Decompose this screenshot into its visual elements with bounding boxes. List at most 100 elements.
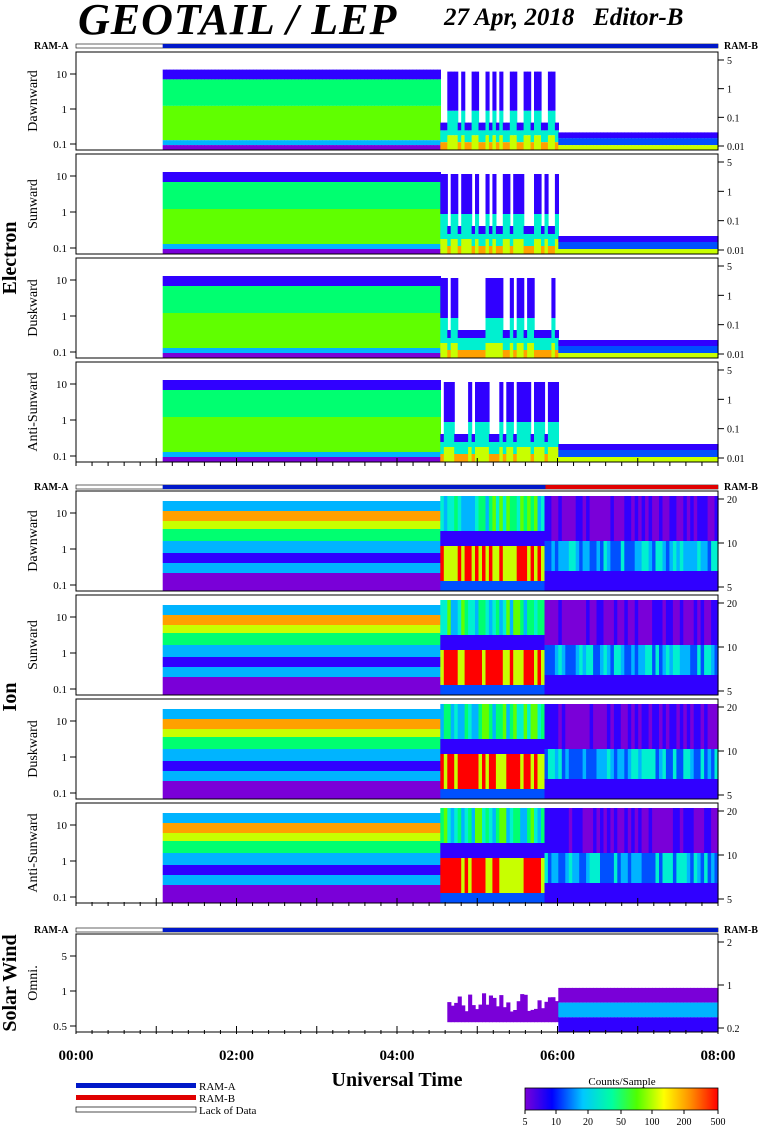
left-tick-label: 0.1 bbox=[53, 788, 67, 800]
left-tick-label: 1 bbox=[62, 544, 68, 556]
status-bar-ram-a bbox=[162, 485, 719, 489]
right-tick-label: 5 bbox=[727, 687, 732, 698]
left-tick-label: 1 bbox=[62, 311, 68, 323]
chart-title: GEOTAIL / LEP bbox=[78, 0, 398, 44]
right-tick-label: 5 bbox=[727, 158, 732, 169]
colorbar-tick-label: 5 bbox=[523, 1117, 528, 1128]
spectrogram-panel bbox=[162, 380, 719, 462]
right-tick-label: 20 bbox=[727, 807, 737, 818]
panel-frame bbox=[75, 698, 719, 800]
left-tick-label: 1 bbox=[62, 415, 68, 427]
left-tick-label: 1 bbox=[62, 856, 68, 868]
spectrogram-panel bbox=[162, 69, 719, 150]
right-tick-label: 5 bbox=[727, 366, 732, 377]
left-tick-label: 0.1 bbox=[53, 243, 67, 255]
x-tick-label: 06:00 bbox=[540, 1048, 575, 1064]
panel-frame bbox=[75, 257, 719, 359]
right-tick-label: 10 bbox=[727, 851, 737, 862]
x-tick-label: 08:00 bbox=[701, 1048, 736, 1064]
left-tick-label: 0.1 bbox=[53, 347, 67, 359]
panel-label: Sunward bbox=[26, 179, 41, 229]
right-tick-label: 5 bbox=[727, 791, 732, 802]
spectrogram-panel bbox=[162, 808, 719, 903]
colorbar bbox=[524, 1087, 719, 1111]
panel-label: Sunward bbox=[26, 620, 41, 670]
right-tick-label: 0.01 bbox=[727, 246, 745, 257]
spectrogram-panel bbox=[162, 276, 719, 358]
axis-layer: RAM-A RAM-B Electron Dawnward 10 1 0.1 5 1 0.1 0.0… bbox=[0, 41, 758, 1091]
right-tick-label: 1 bbox=[727, 187, 732, 198]
status-bar-ram-a bbox=[162, 44, 719, 48]
ram-left-label: RAM-A bbox=[34, 482, 69, 493]
editor-text: Editor-B bbox=[593, 4, 684, 31]
ram-left-label: RAM-A bbox=[34, 925, 69, 936]
right-tick-label: 20 bbox=[727, 599, 737, 610]
ram-left-label: RAM-A bbox=[34, 41, 69, 52]
left-tick-label: 0.1 bbox=[53, 139, 67, 151]
ram-right-label: RAM-B bbox=[724, 925, 758, 936]
left-tick-label: 1 bbox=[62, 752, 68, 764]
x-tick-label: 00:00 bbox=[59, 1048, 94, 1064]
left-tick-label: 0.1 bbox=[53, 451, 67, 463]
ram-right-label: RAM-B bbox=[724, 482, 758, 493]
legend-ram-a-swatch bbox=[76, 1083, 196, 1088]
left-tick-label: 10 bbox=[56, 508, 68, 520]
colorbar-tick-label: 10 bbox=[551, 1117, 561, 1128]
colorbar-tick-label: 500 bbox=[711, 1117, 726, 1128]
left-tick-label: 5 bbox=[62, 951, 68, 963]
panel-label: Dawnward bbox=[26, 70, 41, 131]
x-tick-label: 04:00 bbox=[380, 1048, 415, 1064]
spectrogram-panel bbox=[162, 600, 719, 695]
right-tick-label: 0.1 bbox=[727, 321, 740, 332]
spectrogram-panel bbox=[162, 496, 719, 591]
group-label: Electron bbox=[0, 222, 21, 295]
legend-lack-swatch bbox=[75, 1106, 197, 1113]
right-tick-label: 0.1 bbox=[727, 217, 740, 228]
spectrogram-panel bbox=[447, 987, 719, 1032]
right-tick-label: 0.1 bbox=[727, 113, 740, 124]
right-tick-label: 0.1 bbox=[727, 425, 740, 436]
right-tick-label: 2 bbox=[727, 938, 732, 949]
left-tick-label: 0.1 bbox=[53, 580, 67, 592]
colorbar-tick-label: 50 bbox=[616, 1117, 626, 1128]
chart-date: 27 Apr, 2018 Editor-B bbox=[444, 4, 683, 32]
legend-ram-b-label: RAM-B bbox=[199, 1093, 235, 1105]
right-tick-label: 5 bbox=[727, 895, 732, 906]
right-tick-label: 0.01 bbox=[727, 142, 745, 153]
legend-lack-label: Lack of Data bbox=[199, 1105, 257, 1117]
spectrogram-panel bbox=[162, 172, 719, 254]
right-tick-label: 10 bbox=[727, 643, 737, 654]
right-tick-label: 10 bbox=[727, 539, 737, 550]
spectrogram-panel bbox=[162, 704, 719, 799]
right-tick-label: 1 bbox=[727, 981, 732, 992]
group-label: Ion bbox=[0, 683, 21, 712]
legend-ram-b-swatch bbox=[76, 1095, 196, 1100]
left-tick-label: 1 bbox=[62, 104, 68, 116]
right-tick-label: 5 bbox=[727, 262, 732, 273]
left-tick-label: 10 bbox=[56, 171, 68, 183]
left-tick-label: 0.1 bbox=[53, 684, 67, 696]
panel-frame bbox=[75, 153, 719, 255]
right-tick-label: 5 bbox=[727, 56, 732, 67]
left-tick-label: 0.5 bbox=[53, 1021, 67, 1033]
legend-ram-a-label: RAM-A bbox=[199, 1081, 236, 1093]
panel-label: Duskward bbox=[26, 279, 41, 337]
right-tick-label: 0.2 bbox=[727, 1024, 740, 1035]
group-label: Solar Wind bbox=[0, 934, 21, 1031]
right-tick-label: 1 bbox=[727, 395, 732, 406]
left-tick-label: 0.1 bbox=[53, 892, 67, 904]
panel-label: Omni. bbox=[26, 965, 41, 1000]
left-tick-label: 1 bbox=[62, 207, 68, 219]
panels-layer bbox=[162, 69, 719, 1032]
right-tick-label: 20 bbox=[727, 495, 737, 506]
left-tick-label: 10 bbox=[56, 820, 68, 832]
x-tick-label: 02:00 bbox=[219, 1048, 254, 1064]
colorbar-title: Counts/Sample bbox=[588, 1076, 655, 1088]
left-tick-label: 1 bbox=[62, 986, 68, 998]
status-bar-ram-b bbox=[545, 485, 718, 489]
status-bar-ram-a bbox=[162, 928, 719, 932]
panel-label: Anti-Sunward bbox=[26, 813, 41, 892]
left-tick-label: 1 bbox=[62, 648, 68, 660]
right-tick-label: 1 bbox=[727, 291, 732, 302]
